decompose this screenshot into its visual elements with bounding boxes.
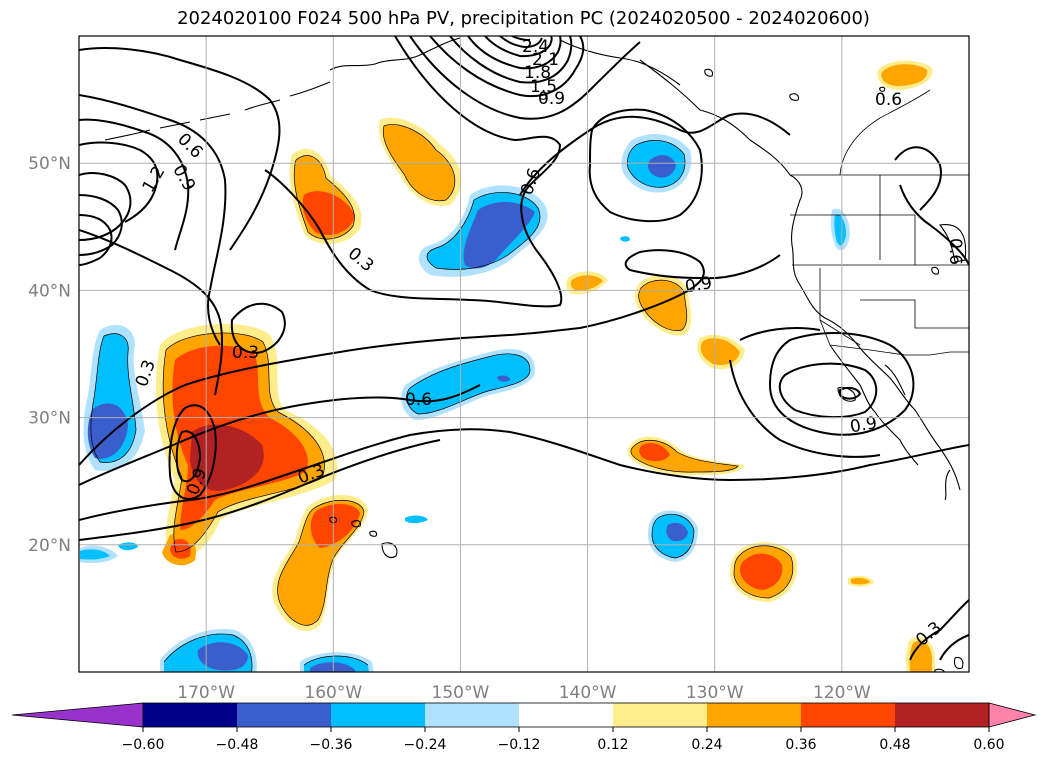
colorbar-segment — [801, 703, 896, 727]
longitude-tick-label: 120°W — [813, 683, 871, 703]
colorbar-frame — [142, 702, 990, 728]
colorbar-extend-high — [988, 702, 1037, 728]
precip-positive-blob-southeast — [905, 636, 935, 672]
longitude-tick-label: 140°W — [559, 683, 617, 703]
precip-positive-blob-southwest — [162, 532, 196, 566]
colorbar-tick-label: −0.48 — [216, 737, 259, 753]
pv-label-0-3-west: 0.3 — [232, 343, 259, 363]
colorbar-tick-label: 0.60 — [973, 737, 1004, 753]
pv-label-0-6-north: 0.6 — [517, 166, 545, 198]
colorbar-extend-low — [11, 702, 144, 728]
colorbar-tick-label: 0.48 — [879, 737, 910, 753]
gridlines — [79, 36, 969, 672]
colorbar-segment — [425, 703, 520, 727]
precip-positive-blob-128w — [697, 334, 745, 370]
pv-label-0-6-east: 0.6 — [945, 238, 965, 265]
pv-label-1-8: 1.8 — [524, 63, 551, 83]
precip-positive-blob-north-central — [378, 117, 462, 206]
political-borders — [790, 89, 969, 356]
precip-negative-blob-north-pacific — [418, 185, 548, 277]
colorbar-segment — [613, 703, 708, 727]
precip-negative-blob-southwest-edge — [80, 542, 138, 564]
colorbar-segment — [237, 703, 332, 727]
pv-label-0-9-southeast: 0.9 — [848, 413, 878, 437]
pv-label-1-2: 1.2 — [139, 163, 170, 196]
pv-label-0-6-central: 0.6 — [405, 390, 432, 410]
colorbar-tick-label: −0.24 — [404, 737, 447, 753]
pv-label-0-9-east: 0.9 — [683, 273, 713, 297]
longitude-tick-label: 160°W — [304, 683, 362, 703]
colorbar-tick-label: −0.36 — [310, 737, 353, 753]
colorbar-segment — [707, 703, 802, 727]
pv-label-0-9-north: 0.9 — [538, 89, 565, 109]
colorbar-tick-label: 0.12 — [597, 737, 628, 753]
pv-label-1-5: 1.5 — [530, 77, 557, 97]
precip-negative-blob-central — [401, 349, 535, 420]
colorbar-tick-label: 0.24 — [691, 737, 722, 753]
precip-negative-blob-south-170w — [160, 629, 257, 672]
precip-positive-blob-hawaii-north — [272, 494, 368, 632]
pv-contour-labels: 2.4 2.1 1.8 1.5 0.9 1.2 0.9 0.6 0.3 0.6 … — [132, 37, 965, 651]
precip-negative-blob-133w — [648, 510, 698, 562]
precip-positive-blob-136w — [627, 436, 745, 476]
precip-positive-blob-northeast — [877, 60, 933, 90]
precip-negative-blob-small — [405, 208, 850, 524]
colorbar: −0.60 −0.48 −0.36 −0.24 −0.12 0.12 0.24 0.36 0.4… — [11, 702, 1037, 753]
precip-positive-blob-141w — [566, 271, 608, 295]
precip-positive-blob-138w — [634, 274, 692, 336]
plot-title: 2024020100 F024 500 hPa PV, precipitatio… — [177, 8, 870, 29]
precip-outlines — [90, 124, 794, 672]
precip-positive-blob-127w — [730, 542, 798, 602]
coastlines — [104, 37, 967, 672]
latitude-tick-label: 40°N — [28, 281, 71, 301]
pv-contours — [79, 36, 969, 661]
colorbar-segment — [895, 703, 990, 727]
precip-positive-blob-160w — [289, 148, 362, 244]
latitude-tick-label: 50°N — [28, 154, 71, 174]
colorbar-segment — [143, 703, 238, 727]
latitude-tick-label: 20°N — [28, 536, 71, 556]
pv-label-0-6-northeast: 0.6 — [875, 90, 902, 110]
longitude-labels: 170°W 160°W 150°W 140°W 130°W 120°W — [177, 683, 871, 703]
precip-negative-blob-south-157w — [300, 652, 374, 672]
map-frame — [78, 35, 970, 673]
pv-label-0-9-west: 0.9 — [168, 161, 199, 194]
longitude-tick-label: 150°W — [432, 683, 490, 703]
precipitation-shading — [80, 60, 935, 672]
pv-label-2-1: 2.1 — [532, 50, 559, 70]
colorbar-segment — [331, 703, 426, 727]
colorbar-tick-label: 0.36 — [785, 737, 816, 753]
precip-positive-blob-119w — [848, 575, 874, 587]
pv-label-2-4: 2.4 — [522, 37, 549, 57]
pv-label-0-3-far-west: 0.3 — [132, 357, 160, 389]
longitude-tick-label: 130°W — [686, 683, 744, 703]
colorbar-tick-label: −0.12 — [498, 737, 541, 753]
colorbar-segment — [519, 703, 614, 727]
longitude-tick-label: 170°W — [177, 683, 235, 703]
latitude-labels: 20°N 30°N 40°N 50°N — [28, 154, 71, 556]
colorbar-tick-label: −0.60 — [122, 737, 165, 753]
latitude-tick-label: 30°N — [28, 409, 71, 429]
